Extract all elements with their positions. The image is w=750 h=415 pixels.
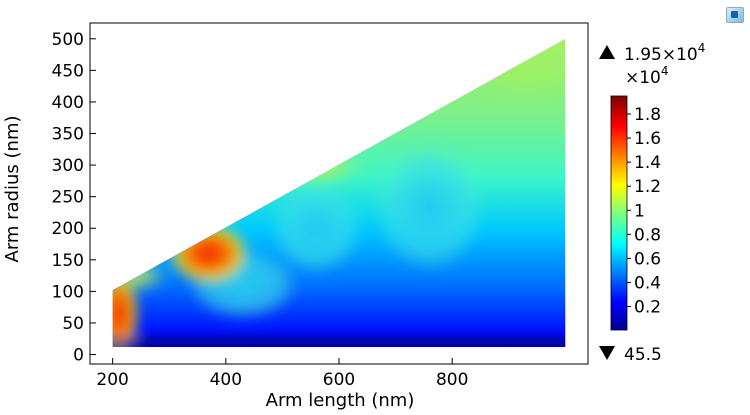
x-tick-label: 600 bbox=[323, 370, 355, 390]
colorbar-max-label: 1.95×104 bbox=[624, 41, 705, 65]
colorbar-tick-label: 0.6 bbox=[634, 249, 661, 269]
y-tick-label: 100 bbox=[52, 282, 84, 302]
colorbar-multiplier-exponent: 4 bbox=[661, 64, 669, 78]
y-tick-label: 150 bbox=[52, 251, 84, 271]
y-axis-title: Arm radius (nm) bbox=[2, 115, 23, 262]
colorbar-tick-label: 1.8 bbox=[634, 105, 661, 125]
y-axis-ticks: 0 50 100 150 200 250 300 350 400 450 500 bbox=[52, 30, 96, 366]
y-tick-label: 300 bbox=[52, 156, 84, 176]
y-tick-label: 250 bbox=[52, 188, 84, 208]
y-tick-label: 500 bbox=[52, 30, 84, 50]
x-axis-title: Arm length (nm) bbox=[266, 390, 415, 411]
colorbar-tick-label: 1 bbox=[634, 201, 645, 221]
x-tick-label: 200 bbox=[96, 370, 128, 390]
low-region bbox=[112, 338, 566, 347]
x-tick-label: 400 bbox=[210, 370, 242, 390]
colorbar-tick-label: 0.2 bbox=[634, 297, 661, 317]
x-axis-ticks: 200 400 600 800 bbox=[96, 358, 468, 390]
colorbar-max-exponent: 4 bbox=[698, 41, 706, 55]
y-tick-label: 450 bbox=[52, 61, 84, 81]
cool-region bbox=[271, 183, 362, 274]
x-tick-label: 800 bbox=[436, 370, 468, 390]
y-tick-label: 400 bbox=[52, 93, 84, 113]
colorbar-tick-label: 0.4 bbox=[634, 273, 661, 293]
colorbar-ticks: 0.2 0.4 0.6 0.8 1 1.2 1.4 1.6 1.8 bbox=[627, 105, 661, 317]
colorbar: 1.95×104 ×104 0.20.40.60.811.21.41.61.8 … bbox=[599, 41, 705, 365]
y-tick-label: 0 bbox=[73, 346, 84, 366]
colorbar-min-marker bbox=[599, 346, 615, 360]
cool-region bbox=[374, 141, 485, 272]
colorbar-max-marker bbox=[599, 45, 615, 59]
colorbar-tick-label: 1.6 bbox=[634, 129, 661, 149]
colorbar-min-label: 45.5 bbox=[624, 345, 662, 365]
colorbar-tick-label: 0.8 bbox=[634, 225, 661, 245]
colorbar-multiplier: ×104 bbox=[625, 64, 669, 88]
colorbar-tick-label: 1.2 bbox=[634, 177, 661, 197]
y-tick-label: 200 bbox=[52, 219, 84, 239]
y-tick-label: 350 bbox=[52, 125, 84, 145]
y-tick-label: 50 bbox=[62, 314, 84, 334]
app-logo-icon bbox=[726, 7, 744, 23]
colorbar-tick-label: 1.4 bbox=[634, 153, 661, 173]
colorbar-gradient bbox=[610, 95, 628, 331]
